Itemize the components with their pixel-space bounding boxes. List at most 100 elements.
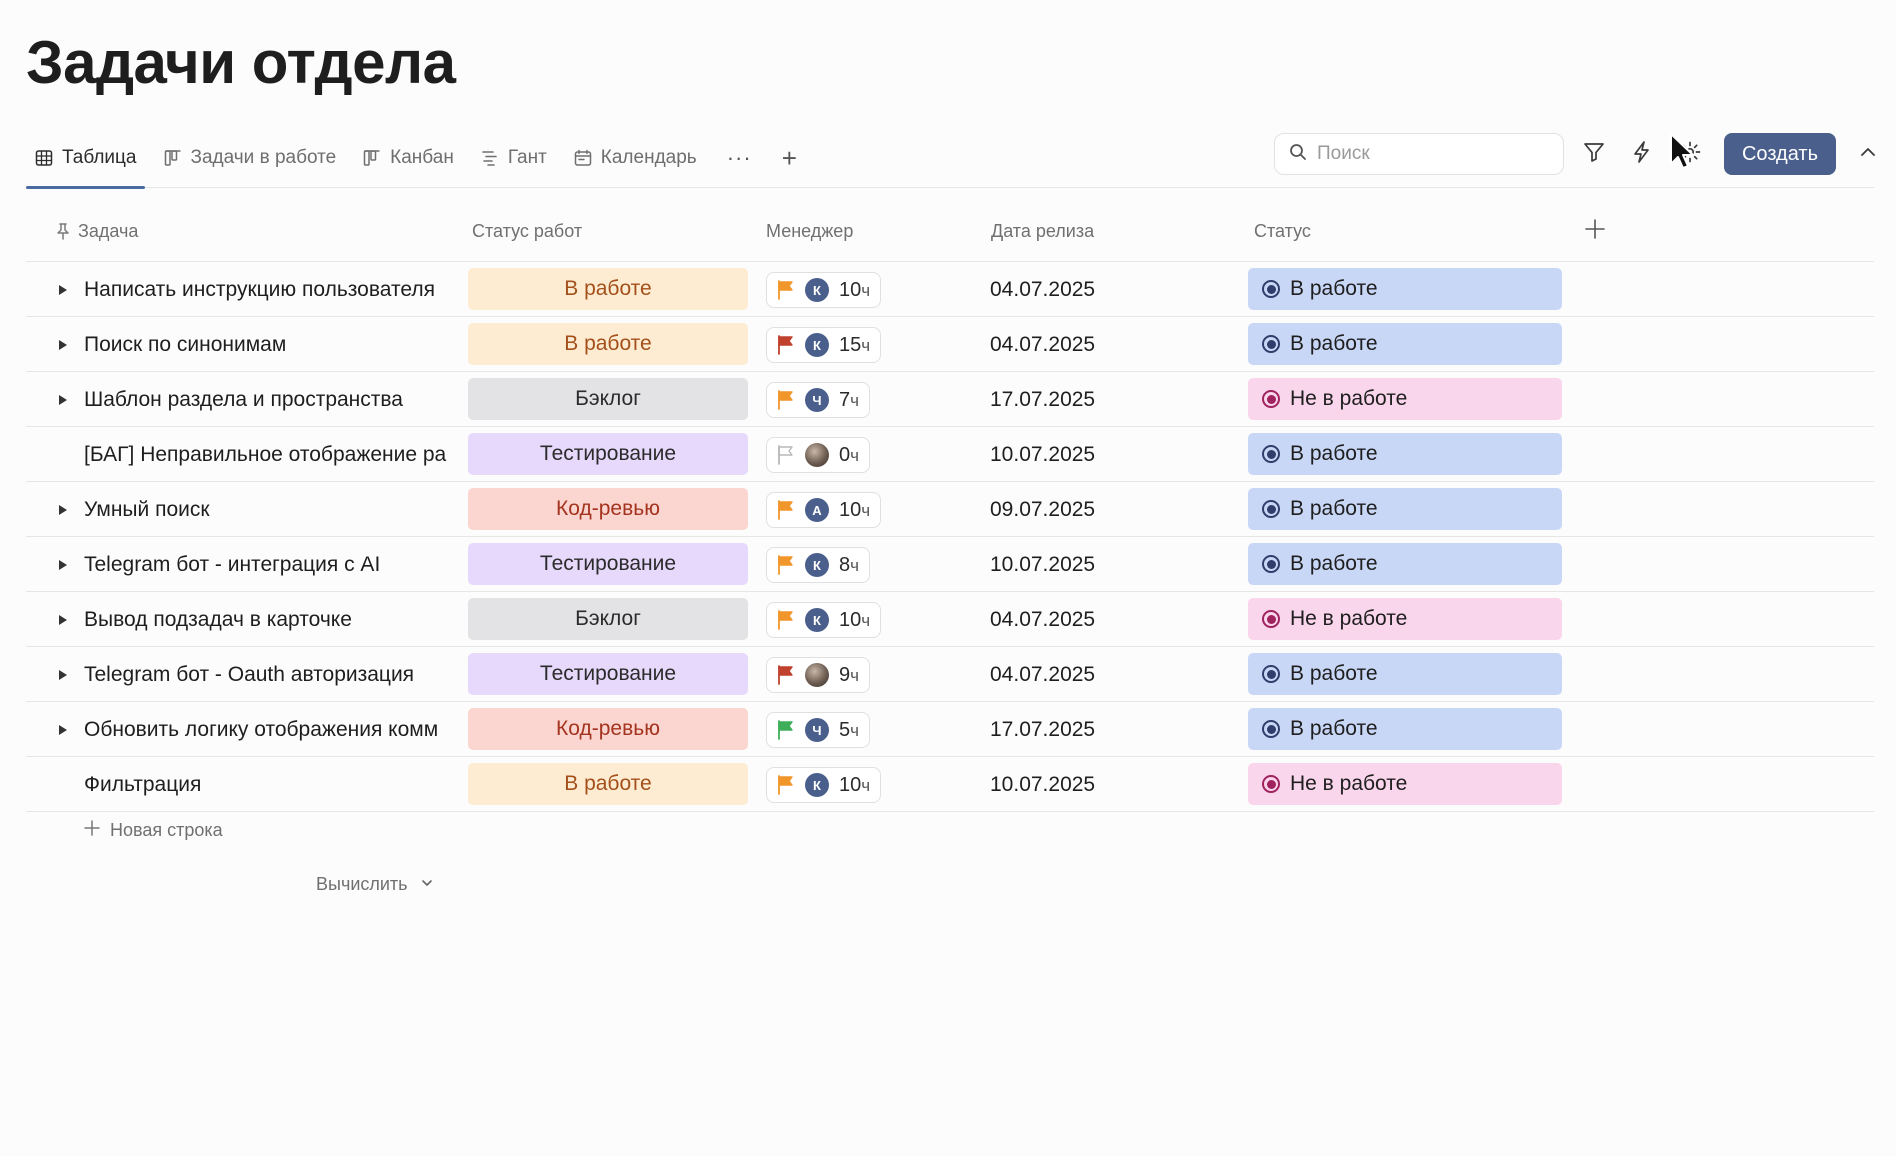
release-date[interactable]: 04.07.2025 [990, 662, 1096, 686]
table-row[interactable]: Telegram бот - Oauth авторизация Тестиров… [26, 647, 1874, 702]
table-row[interactable]: [БАГ] Неправильное отображение ра Тестиро… [26, 427, 1874, 482]
tab-1[interactable]: Задачи в работе [155, 128, 345, 188]
status-label: В работе [1290, 662, 1378, 685]
release-date[interactable]: 10.07.2025 [990, 552, 1096, 576]
release-date[interactable]: 10.07.2025 [990, 772, 1096, 796]
column-manager-header[interactable]: Менеджер [766, 200, 853, 262]
table-row[interactable]: Фильтрация В работе К 10ч 10.07.2025 Не в раб… [26, 757, 1874, 812]
release-date[interactable]: 04.07.2025 [990, 607, 1096, 631]
manager-chip[interactable]: К 10ч [766, 767, 882, 803]
search-box[interactable] [1274, 133, 1564, 175]
tab-4[interactable]: Календарь [565, 128, 705, 188]
status-dot-icon [1262, 610, 1280, 628]
status-pill[interactable]: В работе [1248, 433, 1562, 475]
search-input[interactable] [1317, 143, 1557, 165]
release-date[interactable]: 09.07.2025 [990, 497, 1096, 521]
pin-icon [56, 222, 70, 240]
collapse-button[interactable] [1852, 138, 1884, 170]
work-status-pill[interactable]: Код-ревью [468, 708, 748, 750]
priority-flag-icon [777, 390, 795, 410]
column-task-header[interactable]: Задача [56, 200, 138, 262]
status-pill[interactable]: В работе [1248, 543, 1562, 585]
manager-chip[interactable]: К 8ч [766, 547, 870, 583]
avatar [805, 663, 829, 687]
automation-button[interactable] [1626, 138, 1658, 170]
release-date[interactable]: 17.07.2025 [990, 387, 1096, 411]
work-status-pill[interactable]: В работе [468, 763, 748, 805]
status-pill[interactable]: В работе [1248, 323, 1562, 365]
task-name[interactable]: Telegram бот - интеграция с AI [84, 552, 381, 576]
task-name[interactable]: Вывод подзадач в карточке [84, 607, 352, 631]
status-pill[interactable]: В работе [1248, 708, 1562, 750]
add-column-button[interactable] [1584, 200, 1606, 262]
work-status-pill[interactable]: Бэклог [468, 598, 748, 640]
task-name[interactable]: Telegram бот - Oauth авторизация [84, 662, 415, 686]
calculate-button[interactable]: Вычислить [316, 874, 434, 895]
status-pill[interactable]: Не в работе [1248, 763, 1562, 805]
tab-label: Гант [507, 147, 547, 168]
table-row[interactable]: Telegram бот - интеграция с AI Тестирован… [26, 537, 1874, 592]
table-row[interactable]: Обновить логику отображения комм Код-ревь… [26, 702, 1874, 757]
status-label: Не в работе [1290, 607, 1408, 630]
task-name[interactable]: Обновить логику отображения комм [84, 717, 439, 741]
column-release-date-header[interactable]: Дата релиза [991, 200, 1094, 262]
tab-3[interactable]: Гант [472, 128, 555, 188]
task-name[interactable]: Умный поиск [84, 497, 210, 521]
tab-2[interactable]: Канбан [354, 128, 462, 188]
manager-chip[interactable]: 9ч [766, 657, 870, 693]
work-status-pill[interactable]: Тестирование [468, 543, 748, 585]
tab-label: Канбан [390, 147, 454, 168]
table-row[interactable]: Вывод подзадач в карточке Бэклог К 10ч 04.07… [26, 592, 1874, 647]
release-date[interactable]: 04.07.2025 [990, 332, 1096, 356]
expand-caret-icon[interactable] [58, 592, 68, 647]
expand-caret-icon[interactable] [58, 372, 68, 427]
table-row[interactable]: Шаблон раздела и пространства Бэклог Ч 7ч 17… [26, 372, 1874, 427]
column-status-header[interactable]: Статус [1254, 200, 1311, 262]
work-status-pill[interactable]: Тестирование [468, 433, 748, 475]
expand-caret-icon[interactable] [58, 702, 68, 757]
filter-icon [1582, 140, 1606, 169]
release-date[interactable]: 10.07.2025 [990, 442, 1096, 466]
task-name[interactable]: Шаблон раздела и пространства [84, 387, 403, 411]
expand-caret-icon[interactable] [58, 482, 68, 537]
table-row[interactable]: Умный поиск Код-ревью А 10ч 09.07.2025 В рабо… [26, 482, 1874, 537]
create-button[interactable]: Создать [1724, 133, 1836, 175]
add-view-button[interactable]: + [781, 142, 797, 173]
expand-caret-icon[interactable] [58, 317, 68, 372]
status-pill[interactable]: Не в работе [1248, 378, 1562, 420]
status-pill[interactable]: В работе [1248, 488, 1562, 530]
release-date[interactable]: 17.07.2025 [990, 717, 1096, 741]
work-status-pill[interactable]: Код-ревью [468, 488, 748, 530]
status-pill[interactable]: В работе [1248, 653, 1562, 695]
expand-caret-icon[interactable] [58, 262, 68, 317]
expand-caret-icon[interactable] [58, 647, 68, 702]
manager-chip[interactable]: К 10ч [766, 272, 882, 308]
chevron-down-icon [420, 874, 434, 895]
manager-chip[interactable]: К 15ч [766, 327, 882, 363]
work-status-pill[interactable]: Тестирование [468, 653, 748, 695]
manager-chip[interactable]: А 10ч [766, 492, 882, 528]
task-name[interactable]: Написать инструкцию пользователя [84, 277, 435, 301]
task-name[interactable]: Фильтрация [84, 772, 202, 796]
status-pill[interactable]: В работе [1248, 268, 1562, 310]
status-label: В работе [1290, 497, 1378, 520]
manager-chip[interactable]: Ч 5ч [766, 712, 870, 748]
work-status-pill[interactable]: Бэклог [468, 378, 748, 420]
new-row-button[interactable]: Новая строка [84, 820, 223, 841]
table-row[interactable]: Написать инструкцию пользователя В работе… [26, 262, 1874, 317]
task-name[interactable]: Поиск по синонимам [84, 332, 287, 356]
status-pill[interactable]: Не в работе [1248, 598, 1562, 640]
work-status-pill[interactable]: В работе [468, 268, 748, 310]
more-tabs-button[interactable]: ··· [726, 145, 752, 170]
manager-chip[interactable]: К 10ч [766, 602, 882, 638]
column-work-status-header[interactable]: Статус работ [472, 200, 582, 262]
table-row[interactable]: Поиск по синонимам В работе К 15ч 04.07.2025… [26, 317, 1874, 372]
expand-caret-icon[interactable] [58, 537, 68, 592]
task-name[interactable]: [БАГ] Неправильное отображение ра [84, 442, 447, 466]
manager-chip[interactable]: Ч 7ч [766, 382, 870, 418]
release-date[interactable]: 04.07.2025 [990, 277, 1096, 301]
work-status-pill[interactable]: В работе [468, 323, 748, 365]
tab-0[interactable]: Таблица [26, 128, 145, 189]
manager-chip[interactable]: 0ч [766, 437, 870, 473]
filter-button[interactable] [1578, 138, 1610, 170]
